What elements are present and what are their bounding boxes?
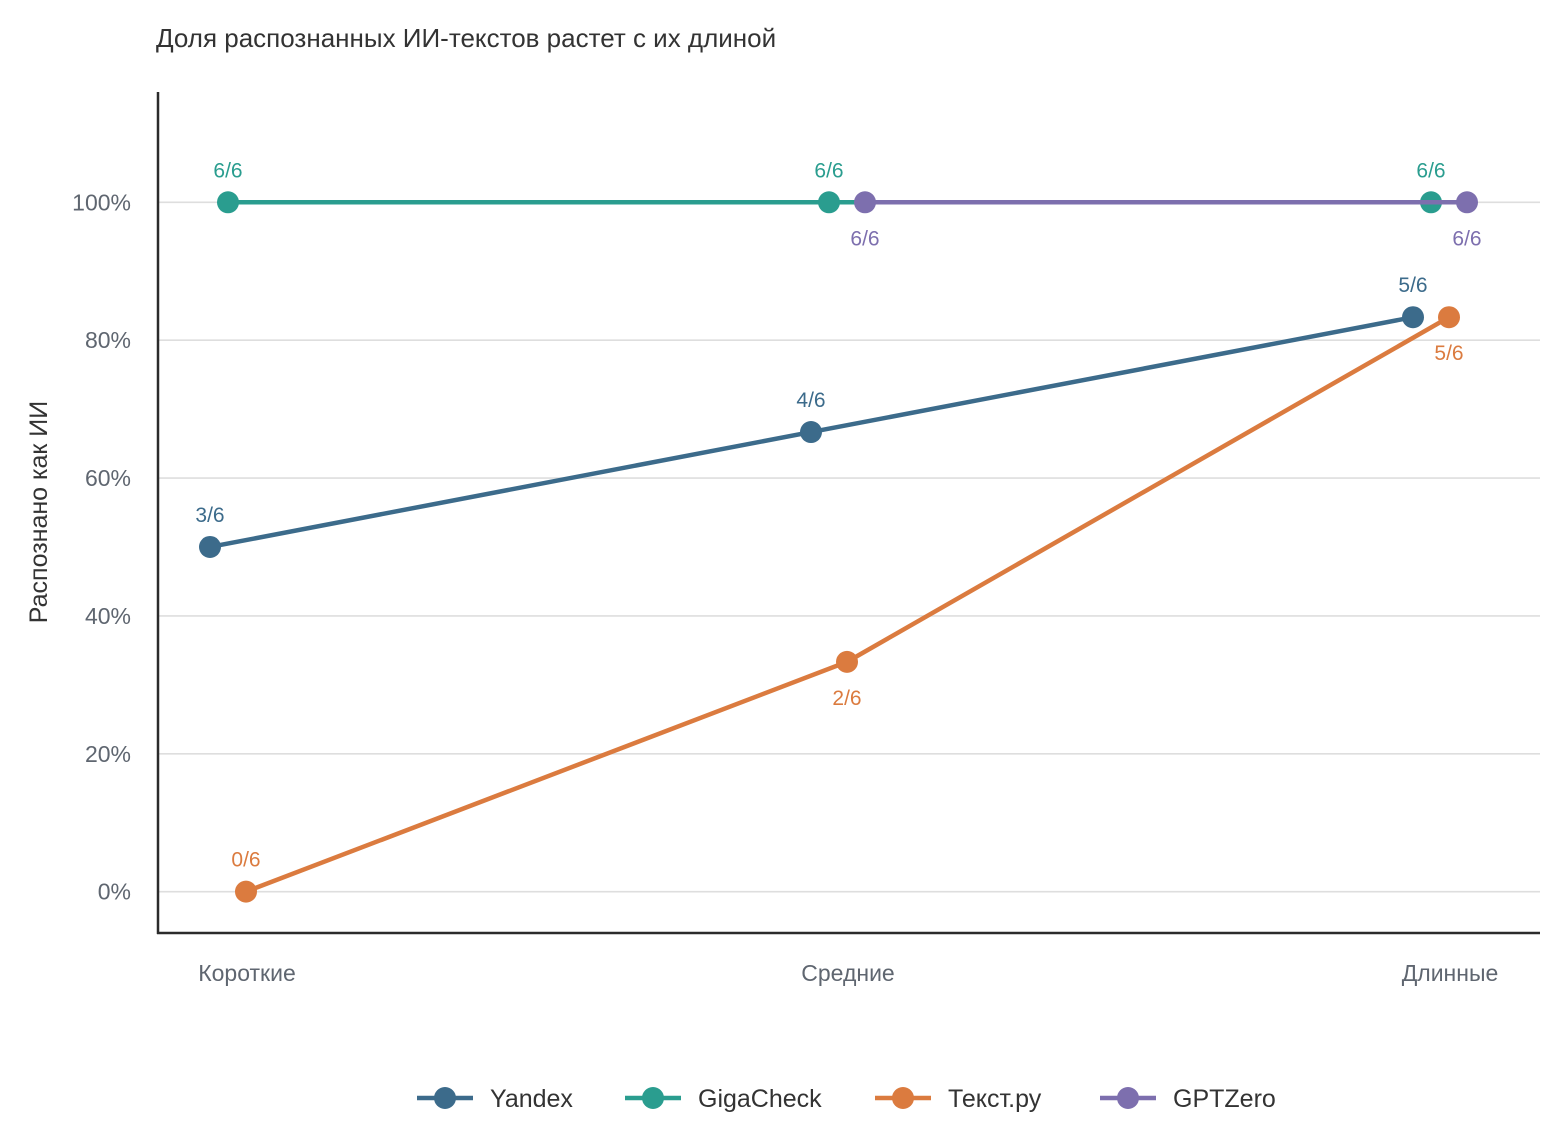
data-point xyxy=(217,191,239,214)
data-label: 5/6 xyxy=(1434,342,1463,365)
y-tick-label: 60% xyxy=(85,465,131,491)
data-label: 6/6 xyxy=(850,227,879,250)
series-line xyxy=(245,315,1451,894)
data-point xyxy=(1438,306,1460,329)
gridlines xyxy=(158,201,1540,893)
legend-label: GigaCheck xyxy=(698,1085,822,1113)
legend-swatch-marker xyxy=(434,1087,456,1109)
x-tick-label: Короткие xyxy=(198,960,296,986)
data-point xyxy=(800,421,822,444)
data-label: 0/6 xyxy=(231,849,260,872)
data-point xyxy=(836,650,858,673)
legend-swatch-marker xyxy=(892,1087,914,1109)
data-labels: 3/6 4/6 5/6 6/6 6/6 6/6 0/6 2/6 5/6 6/6 6/6 xyxy=(195,159,1481,871)
axes xyxy=(156,92,1540,935)
chart-title: Доля распознанных ИИ-текстов растет с их… xyxy=(156,23,776,53)
y-tick-label: 40% xyxy=(85,603,131,629)
x-tick-label: Средние xyxy=(801,960,894,986)
data-label: 4/6 xyxy=(796,389,825,412)
data-label: 6/6 xyxy=(1452,227,1481,250)
data-label: 3/6 xyxy=(195,504,224,527)
legend-label: GPTZero xyxy=(1173,1085,1276,1113)
y-tick-label: 20% xyxy=(85,741,131,767)
data-point xyxy=(199,535,221,558)
legend-label: Yandex xyxy=(490,1085,573,1113)
x-tick-labels: Короткие Средние Длинные xyxy=(198,960,1498,986)
y-tick-label: 0% xyxy=(98,879,131,905)
y-tick-label: 100% xyxy=(72,189,131,215)
data-label: 6/6 xyxy=(1416,159,1445,182)
data-label: 2/6 xyxy=(832,687,861,710)
data-label: 6/6 xyxy=(213,159,242,182)
data-point xyxy=(235,880,257,903)
y-axis-title: Распознано как ИИ xyxy=(25,401,53,623)
y-tick-label: 80% xyxy=(85,327,131,353)
series xyxy=(199,191,1478,903)
legend: Yandex GigaCheck Текст.ру GPTZero xyxy=(417,1085,1276,1113)
data-point xyxy=(1456,191,1478,214)
data-point xyxy=(1402,306,1424,329)
data-label: 6/6 xyxy=(814,159,843,182)
legend-label: Текст.ру xyxy=(948,1085,1042,1113)
y-tick-labels: 0% 20% 40% 60% 80% 100% xyxy=(72,189,131,904)
legend-swatch-marker xyxy=(642,1087,664,1109)
data-point xyxy=(818,191,840,214)
data-label: 5/6 xyxy=(1398,274,1427,297)
data-point xyxy=(854,191,876,214)
legend-swatch-marker xyxy=(1117,1087,1139,1109)
x-tick-label: Длинные xyxy=(1402,960,1499,986)
